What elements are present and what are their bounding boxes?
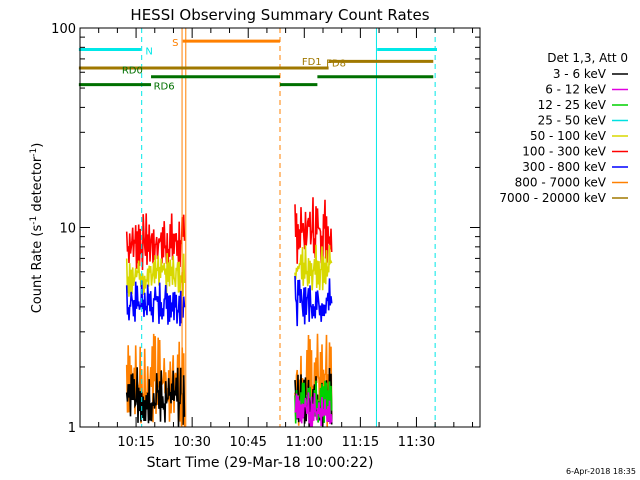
- series-trace: [125, 280, 186, 327]
- series-trace: [294, 392, 333, 427]
- series-line: [294, 392, 333, 427]
- y-tick-label: 10: [59, 222, 76, 237]
- x-tick-label: 11:30: [398, 435, 435, 450]
- series-line: [125, 213, 186, 271]
- legend-label: 50 - 100 keV: [530, 129, 607, 143]
- x-tick-label: 11:15: [342, 435, 379, 450]
- flag-label: RD6: [154, 82, 175, 93]
- series-line: [125, 280, 186, 327]
- legend-label: 6 - 12 keV: [545, 83, 607, 97]
- x-tick-label: 10:45: [229, 435, 266, 450]
- legend-label: 7000 - 20000 keV: [499, 191, 606, 205]
- flag-label: FD8: [326, 58, 346, 69]
- flag-label: N: [145, 47, 152, 58]
- series-trace: [125, 213, 186, 271]
- flag-label: FD1: [302, 57, 322, 68]
- legend-header: Det 1,3, Att 0: [547, 51, 628, 65]
- y-tick-label: 100: [51, 22, 76, 37]
- flag-markers: N S FD1 FD8 RD0 RD6: [78, 28, 438, 427]
- data-traces: [125, 197, 333, 427]
- series-line: [294, 197, 333, 264]
- legend-label: 3 - 6 keV: [553, 67, 607, 81]
- legend-label: 800 - 7000 keV: [515, 176, 607, 190]
- series-trace: [294, 197, 333, 264]
- flag-label: RD0: [122, 66, 143, 77]
- legend-label: 300 - 800 keV: [522, 160, 606, 174]
- legend-label: 25 - 50 keV: [538, 114, 607, 128]
- series-line: [125, 367, 186, 427]
- series-trace: [125, 253, 186, 297]
- y-tick-label: 1: [68, 421, 76, 436]
- y-axis-label: Count Rate (s-1 detector-1): [29, 143, 45, 314]
- x-tick-label: 10:15: [117, 435, 154, 450]
- legend-label: 12 - 25 keV: [538, 98, 607, 112]
- series-trace: [294, 275, 333, 327]
- series-trace: [294, 244, 333, 291]
- y-axis: 1 10 100: [51, 22, 480, 436]
- chart-title: HESSI Observing Summary Count Rates: [130, 6, 429, 24]
- series-line: [294, 275, 333, 327]
- x-tick-label: 11:00: [286, 435, 323, 450]
- x-axis-label: Start Time (29-Mar-18 10:00:22): [147, 455, 374, 471]
- flag-label: S: [172, 38, 178, 49]
- series-line: [294, 244, 333, 291]
- legend-label: 100 - 300 keV: [522, 145, 606, 159]
- x-axis: 10:15 10:30 10:45 11:00 11:15 11:30: [98, 28, 474, 450]
- series-line: [125, 253, 186, 297]
- generated-date: 6-Apr-2018 18:35: [566, 467, 636, 476]
- series-trace: [125, 367, 186, 427]
- x-tick-label: 10:30: [173, 435, 210, 450]
